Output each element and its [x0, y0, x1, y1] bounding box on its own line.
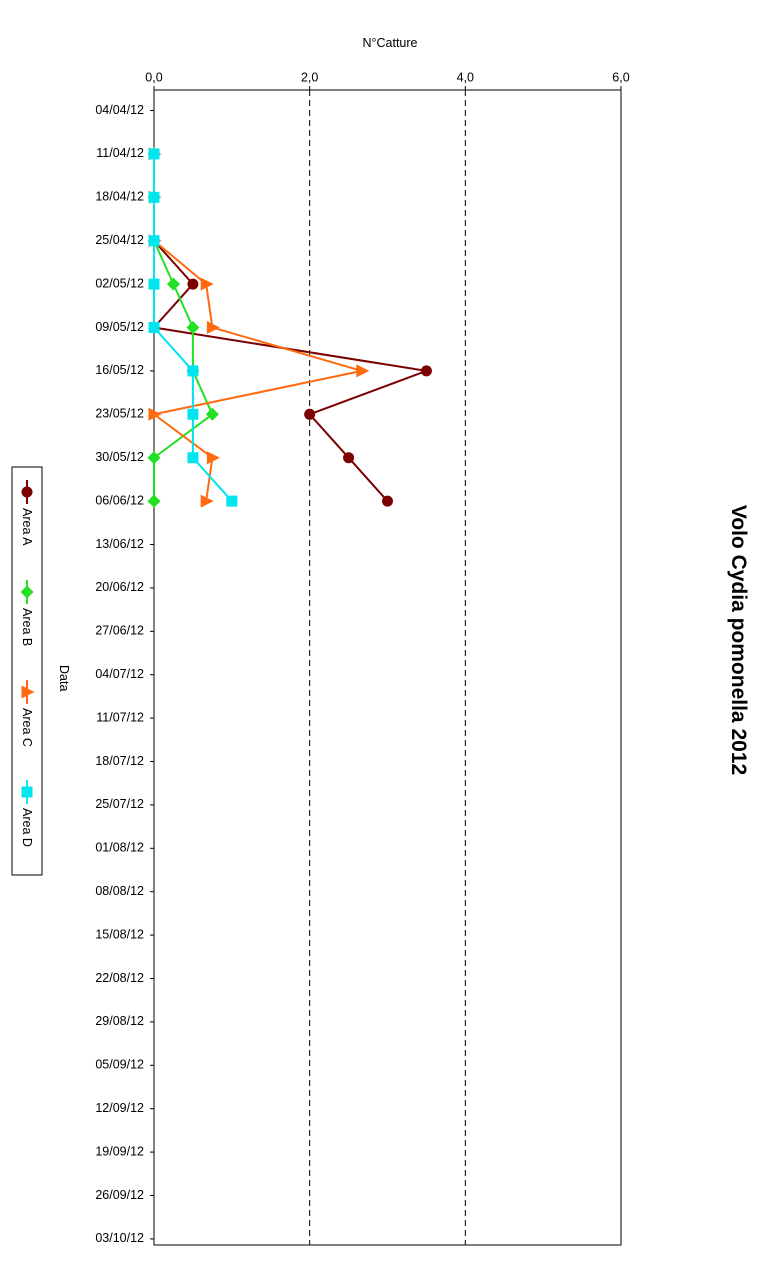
data-point-area-a [187, 278, 199, 290]
legend-marker [21, 486, 33, 498]
date-tick-label: 18/07/12 [95, 754, 144, 768]
value-gridlines [309, 90, 466, 1245]
date-tick-label: 23/05/12 [95, 407, 144, 421]
date-axis: 04/04/12 11/04/12 18/04/12 25/04/12 02/05/12… [95, 103, 154, 1245]
data-point-area-d [148, 322, 160, 333]
date-tick-label: 25/07/12 [95, 797, 144, 811]
data-point-area-b [186, 321, 200, 334]
data-point-area-c [356, 364, 370, 378]
date-tick-label: 25/04/12 [95, 233, 144, 247]
legend-label: Area A [20, 508, 34, 546]
data-point-area-b [147, 494, 161, 508]
date-tick-label: 22/08/12 [95, 971, 144, 985]
date-tick-label: 03/10/12 [95, 1231, 144, 1245]
date-tick-label: 04/07/12 [95, 667, 144, 681]
data-point-area-d [187, 408, 199, 420]
legend-item-area-b: Area B [20, 580, 34, 646]
date-tick-label: 19/09/12 [95, 1144, 144, 1158]
value-axis-title: N°Catture [362, 36, 417, 50]
legend: Area A Area B Area C Area D [11, 466, 43, 876]
data-point-area-a [343, 452, 355, 464]
date-tick-label: 12/09/12 [95, 1101, 144, 1115]
data-point-area-c [206, 321, 220, 334]
data-point-area-c [206, 451, 220, 465]
date-tick-label: 01/08/12 [95, 841, 144, 855]
date-tick-label: 18/04/12 [95, 190, 144, 204]
data-point-area-d [148, 191, 160, 203]
value-tick-label: 4,0 [457, 70, 474, 84]
data-point-area-c [200, 494, 214, 508]
legend-item-area-c: Area C [20, 680, 35, 747]
legend-marker [20, 585, 34, 599]
date-tick-label: 30/05/12 [95, 450, 144, 464]
date-axis-title: Data [57, 665, 71, 691]
date-tick-label: 06/06/12 [95, 493, 144, 507]
data-point-area-c [200, 277, 214, 291]
data-point-area-d [226, 495, 238, 507]
data-point-area-a [382, 495, 393, 507]
series-area-d [148, 148, 238, 507]
data-point-area-d [187, 365, 199, 377]
legend-box [11, 466, 43, 876]
series-layer [147, 147, 432, 508]
date-tick-label: 26/09/12 [95, 1188, 144, 1202]
legend-label: Area D [20, 808, 34, 847]
value-axis: 0,0 2,0 4,0 6,0 [145, 70, 630, 90]
value-tick-label: 6,0 [612, 70, 629, 84]
date-tick-label: 16/05/12 [95, 363, 144, 377]
chart-title: Volo Cydia pomonella 2012 [727, 505, 750, 775]
date-tick-label: 11/07/12 [96, 710, 144, 724]
date-tick-label: 20/06/12 [95, 580, 144, 594]
date-tick-label: 29/08/12 [95, 1014, 144, 1028]
data-point-area-d [148, 148, 160, 160]
data-point-area-b [147, 451, 161, 465]
legend-marker [21, 786, 33, 798]
data-point-area-d [187, 452, 199, 464]
legend-marker [21, 685, 35, 699]
date-tick-label: 02/05/12 [95, 276, 144, 290]
data-point-area-a [304, 408, 316, 420]
date-tick-label: 11/04/12 [96, 146, 144, 160]
plot-area [153, 89, 622, 1246]
value-tick-label: 2,0 [301, 70, 318, 84]
date-tick-label: 13/06/12 [95, 537, 144, 551]
data-point-area-b [205, 407, 219, 421]
legend-label: Area B [20, 608, 34, 646]
date-tick-label: 08/08/12 [95, 884, 144, 898]
date-tick-label: 15/08/12 [95, 927, 144, 941]
data-point-area-c [148, 407, 162, 421]
data-point-area-d [148, 235, 160, 247]
legend-item-area-d: Area D [20, 780, 34, 847]
date-tick-label: 09/05/12 [95, 320, 144, 334]
data-point-area-a [420, 365, 432, 377]
data-point-area-d [148, 278, 160, 290]
legend-item-area-a: Area A [20, 480, 34, 546]
date-tick-label: 04/04/12 [95, 103, 144, 117]
date-tick-label: 05/09/12 [95, 1058, 144, 1072]
legend-label: Area C [20, 708, 34, 747]
value-tick-label: 0,0 [145, 70, 162, 84]
date-tick-label: 27/06/12 [95, 624, 144, 638]
data-point-area-b [166, 277, 180, 291]
